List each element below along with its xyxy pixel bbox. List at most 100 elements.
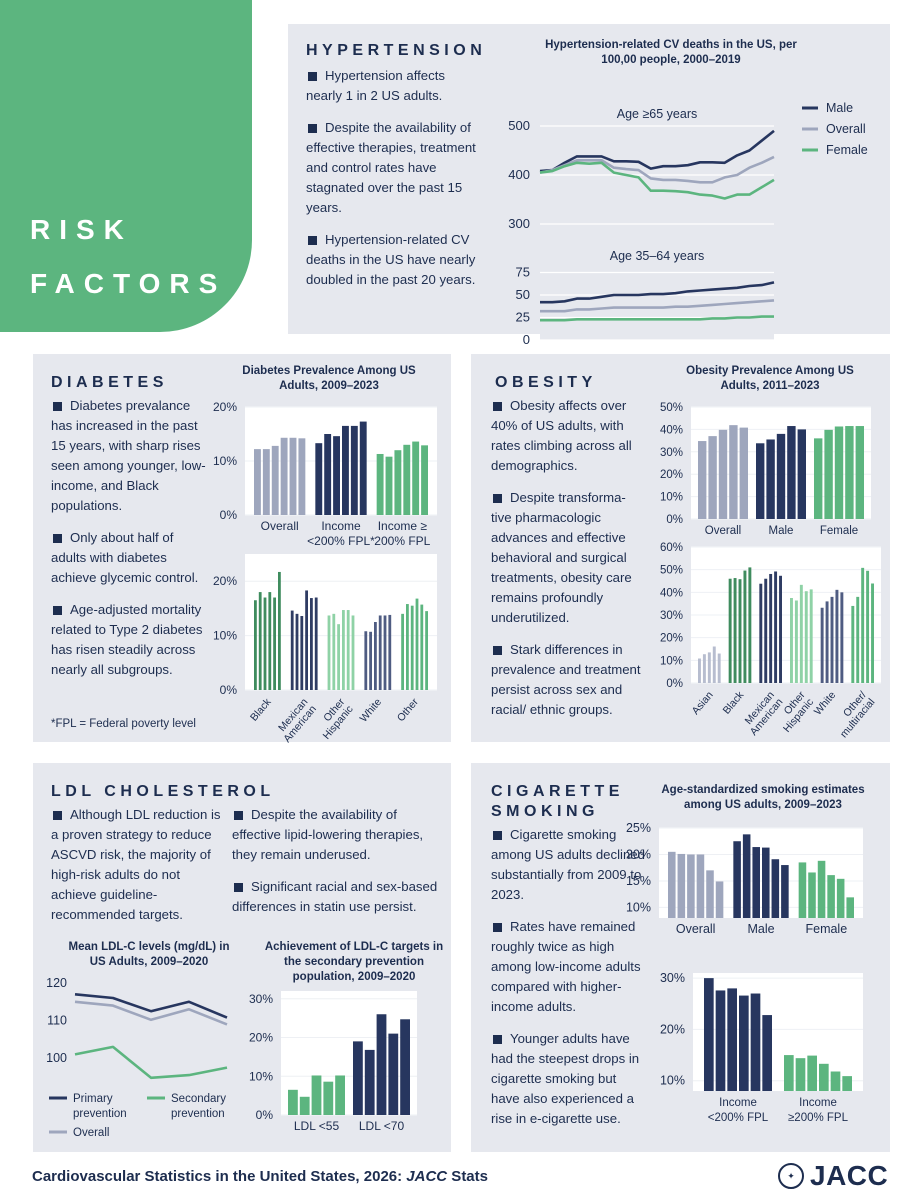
bullet: Stark differences in prevalence and trea… bbox=[491, 642, 641, 717]
bar bbox=[359, 421, 367, 515]
y-tick-label: 400 bbox=[508, 167, 530, 182]
y-tick-label: 30% bbox=[660, 610, 683, 622]
bar bbox=[353, 1041, 363, 1115]
bar bbox=[819, 1063, 829, 1091]
banner-title-line1: RISK bbox=[30, 214, 133, 245]
diabetes-chart-title: Diabetes Prevalence Among US Adults, 200… bbox=[242, 365, 416, 392]
x-category-label: Overall bbox=[261, 519, 299, 533]
bar bbox=[762, 847, 770, 918]
bar bbox=[332, 613, 336, 690]
x-category-label: LDL <55 bbox=[294, 1119, 340, 1133]
bar bbox=[346, 610, 350, 690]
bullet-square-icon bbox=[493, 1034, 502, 1044]
y-tick-label: 25 bbox=[516, 310, 530, 325]
bullet: Age-adjusted mortality related to Type 2… bbox=[51, 602, 203, 677]
y-tick-label: 0% bbox=[666, 514, 683, 526]
y-tick-label: 10% bbox=[213, 454, 237, 468]
diabetes-race-chart: 20% 10% 0% Black MexicanAmerican OtherHispani… bbox=[213, 554, 437, 745]
bar bbox=[804, 591, 808, 683]
ldl-mean-chart-title: Mean LDL-C levels (mg/dL) in US Adults, … bbox=[68, 941, 230, 968]
chart-subtitle: Age 35–64 years bbox=[610, 249, 705, 263]
bullet: Obesity affects over 40% of US adults, w… bbox=[491, 398, 632, 473]
bar bbox=[809, 589, 813, 683]
y-tick-label: 0 bbox=[523, 332, 530, 347]
bar bbox=[762, 1015, 772, 1091]
bar bbox=[254, 600, 257, 690]
bar bbox=[364, 631, 368, 690]
bar bbox=[750, 993, 761, 1091]
bar bbox=[420, 604, 424, 690]
y-tick-label: 40% bbox=[660, 424, 683, 436]
bar bbox=[827, 875, 835, 918]
x-category-label: OtherHispanic bbox=[312, 696, 356, 742]
bar bbox=[814, 438, 823, 519]
bar bbox=[790, 598, 793, 683]
bar bbox=[324, 434, 332, 515]
bar bbox=[820, 607, 824, 683]
bar bbox=[769, 573, 773, 683]
y-tick-label: 0% bbox=[666, 678, 683, 690]
bar bbox=[310, 598, 313, 690]
jacc-logo[interactable]: ✦ JACC bbox=[778, 1160, 888, 1192]
x-category-label: Income bbox=[321, 519, 361, 533]
y-tick-label: 20% bbox=[660, 469, 683, 481]
bullet-square-icon bbox=[493, 645, 502, 655]
legend-label: Male bbox=[826, 101, 853, 115]
bar bbox=[715, 990, 726, 1091]
bar bbox=[794, 600, 798, 683]
x-category-label: Overall bbox=[705, 525, 741, 537]
bar bbox=[687, 854, 695, 918]
y-tick-label: 50 bbox=[516, 287, 530, 302]
smoking-title-line2: SMOKING bbox=[491, 803, 599, 820]
bar bbox=[333, 436, 340, 515]
fpl-footnote: *FPL = Federal poverty level bbox=[51, 718, 196, 730]
chart-subtitle: Age ≥65 years bbox=[617, 107, 698, 121]
x-category-label: White bbox=[358, 696, 385, 724]
bar bbox=[851, 605, 855, 683]
bar bbox=[840, 592, 844, 683]
bullet-square-icon bbox=[53, 810, 62, 820]
bullet: Diabetes prevalance has increased in the… bbox=[51, 398, 206, 513]
legend-label: prevention bbox=[171, 1108, 225, 1120]
ldl-bullets-right: Despite the availability of effective li… bbox=[232, 805, 444, 929]
series-line-overall bbox=[74, 1000, 228, 1026]
smoking-bullets: Cigarette smoking among US adults declin… bbox=[491, 825, 647, 1141]
bar bbox=[295, 613, 299, 690]
bar bbox=[403, 444, 411, 515]
bar bbox=[289, 437, 297, 515]
x-category-label: Income bbox=[719, 1097, 757, 1109]
x-category-label: MexicanAmerican bbox=[739, 689, 785, 738]
bar bbox=[846, 897, 854, 918]
y-tick-label: 10% bbox=[626, 900, 651, 914]
bar bbox=[668, 851, 676, 918]
x-category-label: <200% FPL* bbox=[307, 534, 375, 548]
y-tick-label: 20% bbox=[660, 1022, 685, 1036]
bar bbox=[748, 567, 752, 683]
bar bbox=[421, 445, 428, 515]
bar bbox=[677, 853, 686, 918]
bar bbox=[388, 614, 392, 690]
bar bbox=[383, 615, 387, 690]
bar bbox=[406, 604, 409, 690]
smoking-title-line1: CIGARETTE bbox=[491, 783, 624, 800]
bar bbox=[704, 978, 714, 1091]
series-line-female bbox=[540, 315, 774, 322]
hypertension-bullets: Hypertension affects nearly 1 in 2 US ad… bbox=[306, 66, 478, 302]
bar bbox=[776, 433, 786, 519]
y-tick-label: 20% bbox=[660, 633, 683, 645]
y-tick-label: 300 bbox=[508, 216, 530, 231]
jacc-emblem-icon: ✦ bbox=[778, 1163, 804, 1189]
bar bbox=[280, 437, 288, 515]
bar bbox=[273, 597, 276, 690]
bullet-square-icon bbox=[53, 401, 62, 411]
y-tick-label: 30% bbox=[660, 971, 685, 985]
smoking-income-chart: 30% 20% 10% Income <200% FPL Income ≥200% FPL bbox=[660, 971, 863, 1124]
bar bbox=[712, 646, 716, 683]
x-category-label: Income ≥ bbox=[378, 519, 428, 533]
bar bbox=[728, 578, 732, 683]
smoking-sex-chart: 25% 20% 15% 10% Overall Male Female bbox=[626, 821, 863, 936]
bar bbox=[335, 1075, 345, 1115]
banner-title-line2: FACTORS bbox=[30, 268, 227, 299]
ldl-target-chart-title: Achievement of LDL-C targets in the seco… bbox=[264, 941, 444, 983]
hypertension-chart-title: Hypertension-related CV deaths in the US… bbox=[545, 39, 797, 66]
